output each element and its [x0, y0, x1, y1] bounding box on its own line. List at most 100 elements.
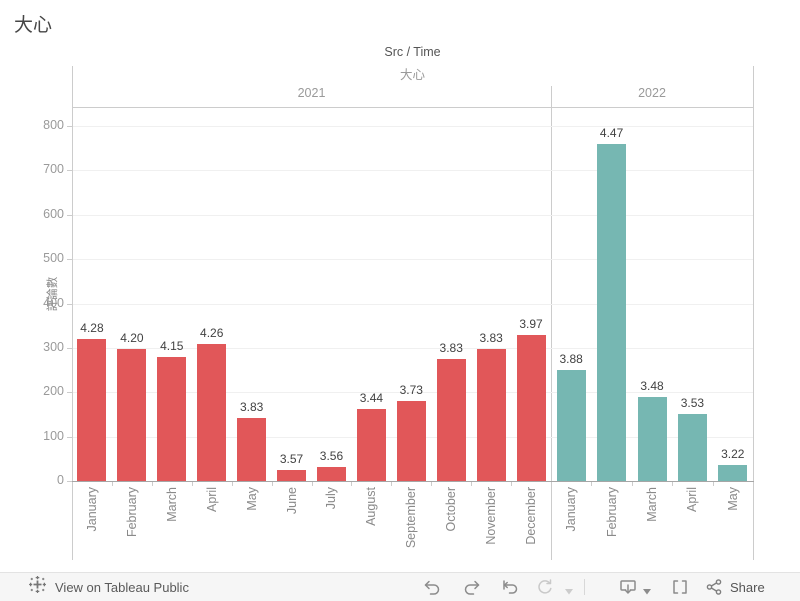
y-tick-label: 400	[43, 295, 64, 310]
y-tick-label: 300	[43, 339, 64, 354]
x-tick-mark	[672, 482, 674, 486]
y-tick-mark	[67, 214, 72, 216]
redo-icon[interactable]	[460, 575, 484, 599]
x-tick-label-october: October	[444, 487, 459, 532]
y-gridline	[73, 347, 753, 349]
bar-value-label: 3.83	[239, 399, 264, 414]
y-tick-mark	[67, 259, 72, 261]
bar-value-label: 4.15	[160, 338, 184, 353]
y-tick-mark	[67, 170, 72, 172]
y-gridline	[73, 126, 753, 127]
reset-icon[interactable]	[498, 575, 522, 599]
x-tick-mark	[391, 482, 393, 486]
bar-2022-march[interactable]	[637, 396, 667, 481]
x-tick-label-february: February	[604, 487, 619, 538]
bar-value-label: 4.26	[200, 325, 224, 340]
bar-value-label: 3.97	[519, 316, 543, 331]
y-tick-mark	[67, 303, 72, 305]
x-tick-mark	[591, 482, 593, 486]
fullscreen-icon[interactable]	[668, 575, 692, 599]
x-tick-label-april: April	[685, 487, 700, 513]
undo-icon[interactable]	[420, 575, 444, 599]
bar-2021-may[interactable]	[237, 417, 267, 481]
y-tick-mark	[67, 436, 72, 438]
bar-2022-february[interactable]	[597, 143, 627, 481]
x-tick-mark	[111, 482, 113, 486]
bar-value-label: 4.28	[80, 321, 104, 335]
toolbar-divider	[584, 579, 585, 595]
bar-2021-march[interactable]	[157, 356, 187, 481]
bar-2022-april[interactable]	[677, 414, 707, 481]
x-tick-label-july: July	[324, 487, 339, 510]
x-tick-label-march: March	[645, 487, 659, 522]
bar-2021-april[interactable]	[197, 343, 227, 481]
x-tick-label-may: May	[725, 487, 740, 511]
bar-2021-november[interactable]	[476, 348, 506, 481]
x-tick-label-january: January	[84, 487, 99, 532]
y-tick-mark	[67, 347, 72, 349]
y-gridline	[73, 303, 753, 305]
bar-2021-september[interactable]	[396, 401, 426, 481]
refresh-dropdown-caret-icon[interactable]	[564, 583, 574, 595]
y-tick-mark	[67, 126, 72, 127]
bar-value-label: 3.73	[399, 383, 423, 398]
share-label: Share	[730, 579, 765, 595]
x-tick-mark	[471, 482, 473, 486]
x-tick-mark	[712, 482, 714, 486]
plot-right-border	[753, 66, 754, 560]
tableau-logo-icon[interactable]	[28, 575, 47, 599]
y-tick-label: 500	[43, 251, 64, 266]
x-tick-mark	[271, 482, 273, 486]
bar-2021-july[interactable]	[316, 466, 346, 481]
bar-value-label: 3.88	[559, 352, 583, 367]
x-tick-mark	[351, 482, 353, 486]
bar-2021-january[interactable]	[77, 339, 107, 481]
refresh-icon[interactable]	[533, 575, 557, 599]
x-tick-mark	[511, 482, 513, 486]
x-tick-label-april: April	[204, 487, 219, 513]
bar-value-label: 3.57	[279, 451, 304, 466]
bar-value-label: 3.83	[479, 330, 503, 345]
x-tick-mark	[311, 482, 313, 486]
year-label-2021: 2021	[297, 86, 326, 100]
x-tick-label-june: June	[284, 487, 299, 515]
bar-2021-february[interactable]	[117, 348, 147, 481]
y-gridline	[73, 259, 753, 261]
bar-value-label: 3.56	[319, 448, 344, 463]
x-tick-mark	[191, 482, 193, 486]
y-tick-label: 0	[57, 473, 64, 487]
share-icon	[706, 579, 722, 595]
footer-toolbar: View on Tableau Public	[0, 572, 800, 601]
x-tick-mark	[231, 482, 233, 486]
bar-value-label: 4.47	[599, 125, 624, 140]
x-tick-label-february: February	[124, 487, 139, 538]
share-button[interactable]: Share	[704, 575, 765, 599]
x-tick-label-september: September	[404, 487, 419, 549]
bar-2022-may[interactable]	[718, 465, 748, 481]
bar-value-label: 3.83	[439, 340, 463, 355]
view-on-tableau-public-link[interactable]: View on Tableau Public	[55, 579, 189, 595]
x-axis-line	[72, 481, 754, 482]
bar-2021-december[interactable]	[516, 334, 546, 481]
download-dropdown-caret-icon[interactable]	[642, 583, 652, 595]
x-tick-label-december: December	[524, 487, 539, 545]
bar-2022-january[interactable]	[556, 370, 586, 481]
y-tick-label: 200	[43, 384, 64, 399]
x-tick-label-may: May	[244, 487, 259, 511]
y-tick-label: 700	[43, 162, 64, 177]
bar-2021-october[interactable]	[436, 358, 466, 481]
pane-divider	[551, 86, 552, 560]
bar-2021-august[interactable]	[356, 409, 386, 481]
y-gridline	[73, 170, 753, 172]
y-gridline	[73, 392, 753, 394]
x-tick-label-november: November	[484, 487, 499, 545]
x-tick-mark	[631, 482, 633, 486]
column-field-value: 大心	[399, 68, 425, 82]
x-tick-label-january: January	[564, 487, 579, 532]
x-tick-label-march: March	[164, 487, 179, 522]
x-tick-mark	[431, 482, 433, 486]
download-icon[interactable]	[616, 575, 640, 599]
bar-value-label: 4.20	[120, 330, 144, 345]
bar-2021-june[interactable]	[277, 469, 307, 481]
